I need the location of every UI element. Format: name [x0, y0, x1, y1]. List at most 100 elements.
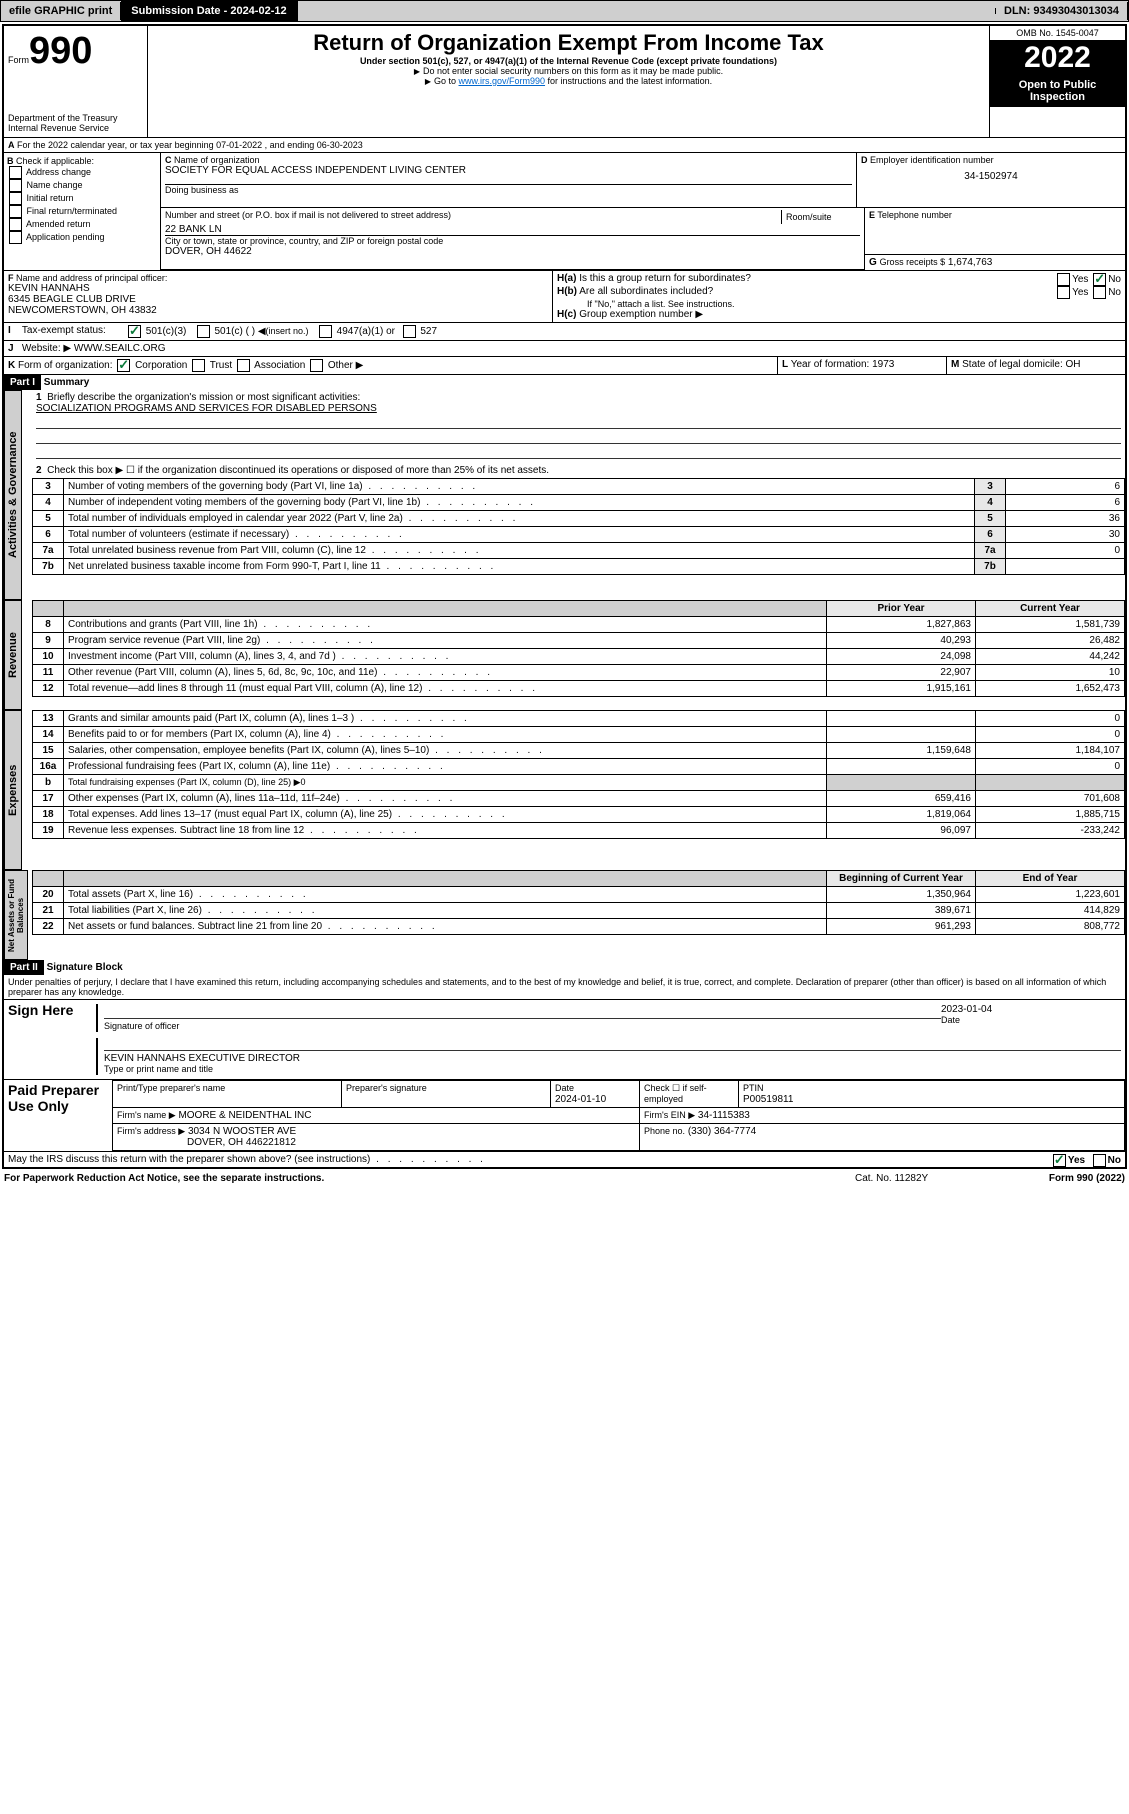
- omb-number: OMB No. 1545-0047: [990, 26, 1125, 41]
- mission-text: SOCIALIZATION PROGRAMS AND SERVICES FOR …: [36, 403, 377, 414]
- revenue-section: Revenue Prior YearCurrent Year8Contribut…: [4, 600, 1125, 710]
- part1-header: Part I Summary: [4, 375, 1125, 390]
- pra-notice: For Paperwork Reduction Act Notice, see …: [4, 1173, 855, 1184]
- c-name-label: Name of organization: [174, 155, 260, 165]
- hb-no-checkbox[interactable]: [1093, 286, 1106, 299]
- form-header: Form990 Department of the Treasury Inter…: [4, 26, 1125, 138]
- city-value: DOVER, OH 44622: [165, 246, 860, 257]
- irs-label: Internal Revenue Service: [8, 123, 143, 133]
- dept-treasury: Department of the Treasury: [8, 113, 143, 123]
- j-label: Website:: [22, 343, 61, 354]
- section-bcdefg: B Check if applicable: Address change Na…: [4, 153, 1125, 270]
- subtitle-3: Go to www.irs.gov/Form990 for instructio…: [152, 76, 985, 86]
- top-toolbar: efile GRAPHIC print Submission Date - 20…: [0, 0, 1129, 22]
- d-label: Employer identification number: [870, 155, 994, 165]
- l-label: Year of formation:: [791, 359, 870, 370]
- efile-print-button[interactable]: efile GRAPHIC print: [1, 2, 121, 20]
- subtitle-2: Do not enter social security numbers on …: [152, 66, 985, 76]
- website-value: WWW.SEAILC.ORG: [74, 343, 166, 354]
- other-checkbox[interactable]: [310, 359, 323, 372]
- state-domicile: OH: [1066, 359, 1081, 370]
- discuss-yes-checkbox[interactable]: [1053, 1154, 1066, 1167]
- city-label: City or town, state or province, country…: [165, 235, 860, 246]
- governance-table: 3Number of voting members of the governi…: [32, 478, 1125, 575]
- street-address: 22 BANK LN: [165, 224, 860, 235]
- dba-label: Doing business as: [165, 184, 852, 195]
- ein-value: 34-1502974: [861, 165, 1121, 188]
- h-note: If "No," attach a list. See instructions…: [557, 299, 1121, 309]
- ha-yes-checkbox[interactable]: [1057, 273, 1070, 286]
- form-container: Form990 Department of the Treasury Inter…: [2, 24, 1127, 1169]
- section-fh: F Name and address of principal officer:…: [4, 270, 1125, 322]
- hb-yes-checkbox[interactable]: [1057, 286, 1070, 299]
- net-tab: Net Assets or Fund Balances: [4, 870, 28, 960]
- netassets-table: Beginning of Current YearEnd of Year20To…: [32, 870, 1125, 935]
- ha-label: Is this a group return for subordinates?: [579, 273, 751, 284]
- sign-here-section: Sign Here Signature of officer 2023-01-0…: [4, 1000, 1125, 1080]
- date-label: Date: [941, 1015, 960, 1025]
- line-a: A For the 2022 calendar year, or tax yea…: [4, 138, 1125, 153]
- declaration-text: Under penalties of perjury, I declare th…: [4, 975, 1125, 1000]
- open-inspection: Open to Public Inspection: [990, 75, 1125, 107]
- tax-year: 2022: [990, 41, 1125, 75]
- 527-checkbox[interactable]: [403, 325, 416, 338]
- section-j: J Website: ▶ WWW.SEAILC.ORG: [4, 341, 1125, 357]
- page-footer: For Paperwork Reduction Act Notice, see …: [0, 1171, 1129, 1186]
- revenue-table: Prior YearCurrent Year8Contributions and…: [32, 600, 1125, 697]
- ha-no-checkbox[interactable]: [1093, 273, 1106, 286]
- subtitle-1: Under section 501(c), 527, or 4947(a)(1)…: [152, 56, 985, 66]
- l1-label: Briefly describe the organization's miss…: [47, 392, 360, 403]
- b-options: Address change Name change Initial retur…: [7, 166, 157, 244]
- 501c3-checkbox[interactable]: [128, 325, 141, 338]
- 501c-checkbox[interactable]: [197, 325, 210, 338]
- officer-name-title: KEVIN HANNAHS EXECUTIVE DIRECTOR: [104, 1053, 300, 1064]
- cat-no: Cat. No. 11282Y: [855, 1173, 1005, 1184]
- officer-addr2: NEWCOMERSTOWN, OH 43832: [8, 305, 548, 316]
- m-label: State of legal domicile:: [962, 359, 1063, 370]
- i-label: Tax-exempt status:: [22, 325, 106, 336]
- toolbar-spacer: [298, 8, 996, 14]
- officer-addr1: 6345 BEAGLE CLUB DRIVE: [8, 294, 548, 305]
- part2-header: Part II Signature Block: [4, 960, 1125, 975]
- hb-label: Are all subordinates included?: [579, 286, 713, 297]
- expenses-section: Expenses 13Grants and similar amounts pa…: [4, 710, 1125, 870]
- dba-value: [165, 195, 852, 205]
- g-label: Gross receipts $: [880, 257, 946, 267]
- name-title-label: Type or print name and title: [104, 1064, 213, 1074]
- year-formation: 1973: [872, 359, 894, 370]
- preparer-table: Print/Type preparer's namePreparer's sig…: [112, 1080, 1125, 1151]
- sign-here-label: Sign Here: [4, 1000, 92, 1079]
- room-label: Room/suite: [781, 210, 860, 224]
- assoc-checkbox[interactable]: [237, 359, 250, 372]
- gross-receipts: 1,674,763: [948, 257, 993, 268]
- paid-preparer-label: Paid Preparer Use Only: [4, 1080, 112, 1151]
- e-label: Telephone number: [877, 210, 952, 220]
- exp-tab: Expenses: [4, 710, 22, 870]
- dln-label: DLN: 93493043013034: [996, 2, 1128, 20]
- discuss-no-checkbox[interactable]: [1093, 1154, 1106, 1167]
- section-i: I Tax-exempt status: 501(c)(3) 501(c) ( …: [4, 322, 1125, 341]
- rev-tab: Revenue: [4, 600, 22, 710]
- sign-date: 2023-01-04: [941, 1004, 992, 1015]
- section-klm: K Form of organization: Corporation Trus…: [4, 357, 1125, 375]
- governance-section: Activities & Governance 1 Briefly descri…: [4, 390, 1125, 600]
- f-label: Name and address of principal officer:: [16, 273, 167, 283]
- form-word: Form: [8, 55, 29, 65]
- expenses-table: 13Grants and similar amounts paid (Part …: [32, 710, 1125, 839]
- org-name: SOCIETY FOR EQUAL ACCESS INDEPENDENT LIV…: [165, 165, 852, 176]
- submission-date-button[interactable]: Submission Date - 2024-02-12: [121, 1, 297, 21]
- 4947-checkbox[interactable]: [319, 325, 332, 338]
- netassets-section: Net Assets or Fund Balances Beginning of…: [4, 870, 1125, 960]
- b-header: Check if applicable:: [16, 156, 94, 166]
- trust-checkbox[interactable]: [192, 359, 205, 372]
- may-discuss: May the IRS discuss this return with the…: [4, 1152, 1125, 1167]
- form-number: 990: [29, 30, 92, 72]
- addr-label: Number and street (or P.O. box if mail i…: [165, 210, 781, 224]
- hc-label: Group exemption number: [579, 309, 692, 320]
- l2-text: Check this box ▶ ☐ if the organization d…: [47, 465, 549, 476]
- form-title: Return of Organization Exempt From Incom…: [152, 30, 985, 56]
- irs-link[interactable]: www.irs.gov/Form990: [459, 76, 546, 86]
- k-label: Form of organization:: [18, 360, 113, 371]
- corp-checkbox[interactable]: [117, 359, 130, 372]
- form-footer: Form 990 (2022): [1005, 1173, 1125, 1184]
